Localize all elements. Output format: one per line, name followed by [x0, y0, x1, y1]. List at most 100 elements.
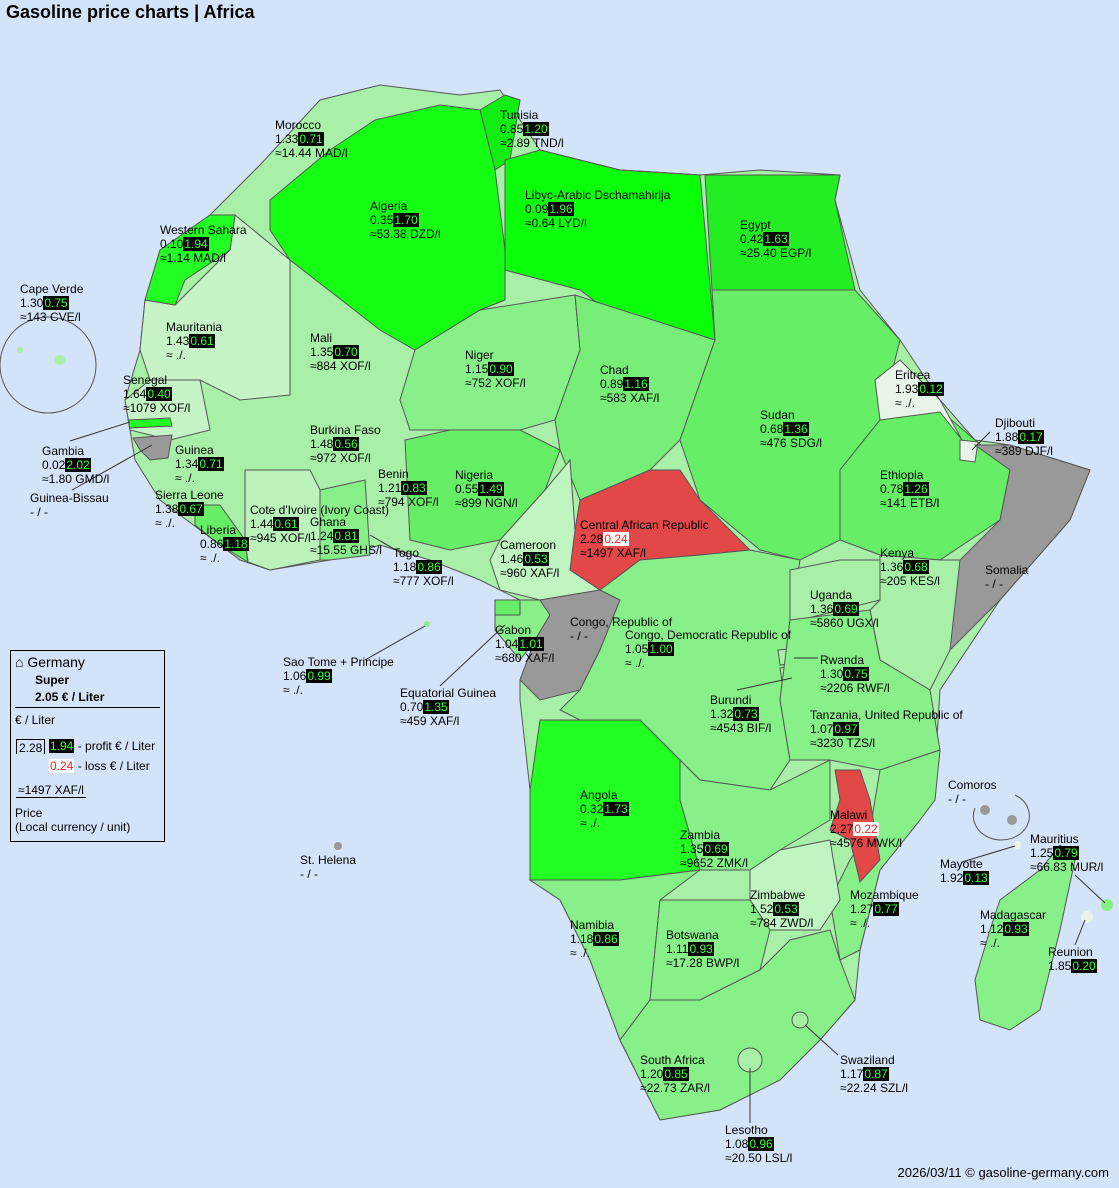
country-label-angola: Angola 0.321.73 ≈ ./.: [580, 788, 629, 830]
price-eur: 0.10: [160, 237, 184, 251]
price-eur: 1.17: [840, 1067, 864, 1081]
legend-loss-row: 0.24 - loss € / Liter: [49, 759, 150, 773]
profit-value: 0.68: [903, 560, 929, 574]
country-name: Sao Tome + Principe: [283, 655, 394, 669]
country-name: Liberia: [200, 523, 237, 537]
no-data: - / -: [300, 867, 318, 881]
country-name: Senegal: [123, 373, 168, 387]
legend-unit-label: € / Liter: [15, 713, 56, 727]
profit-value: 1.49: [478, 482, 504, 496]
country-name: Algeria: [370, 199, 408, 213]
country-name: Cote d'Ivoire (Ivory Coast): [250, 503, 390, 517]
country-name: Libyc-Arabic Dschamahirija: [525, 188, 671, 202]
country-label-zimbabwe: Zimbabwe 1.520.53 ≈784 ZWD/l: [750, 888, 813, 930]
country-label-congo-democratic-republic-of: Congo, Democratic Republic of 1.051.00 ≈ .…: [625, 628, 791, 670]
local-price: ≈ ./.: [155, 516, 175, 530]
local-price: ≈ ./.: [570, 946, 590, 960]
price-eur: 1.24: [310, 529, 334, 543]
country-label-nigeria: Nigeria 0.551.49 ≈899 NGN/l: [455, 468, 518, 510]
profit-value: 1.63: [763, 232, 789, 246]
profit-value: 0.93: [688, 942, 714, 956]
country-name: Madagascar: [980, 908, 1047, 922]
country-label-liberia: Liberia 0.861.18 ≈ ./.: [200, 523, 249, 565]
country-label-malawi: Malawi 2.270.22 ≈4576 MWK/l: [830, 808, 902, 850]
local-price: ≈945 XOF/l: [250, 531, 311, 545]
country-guinea-bissau: [132, 434, 173, 461]
country-name: Equatorial Guinea: [400, 686, 497, 700]
profit-value: 1.70: [393, 213, 419, 227]
local-price: ≈17.28 BWP/l: [666, 956, 740, 970]
country-label-somalia: Somalia - / -: [985, 563, 1028, 591]
price-eur: 1.21: [378, 481, 402, 495]
local-price: ≈ ./.: [283, 683, 303, 697]
price-row: 0.891.16: [600, 377, 659, 391]
country-name: Kenya: [880, 546, 915, 560]
price-row: 1.920.13: [940, 871, 989, 885]
local-price: ≈972 XOF/l: [310, 451, 371, 465]
local-price: ≈ ./.: [175, 471, 195, 485]
legend-example-profit: 1.94: [49, 739, 75, 753]
price-row: 1.480.56: [310, 437, 381, 451]
price-eur: 1.30: [820, 667, 844, 681]
local-price: ≈1.80 GMD/l: [42, 472, 110, 486]
country-label-libyc-arabic-dschamahirija: Libyc-Arabic Dschamahirija 0.091.96 ≈0.64 …: [525, 188, 670, 230]
profit-value: 0.83: [401, 481, 427, 495]
price-eur: 0.09: [525, 202, 549, 216]
country-name: Burkina Faso: [310, 423, 381, 437]
local-price: ≈899 NGN/l: [455, 496, 518, 510]
price-row: 1.210.83: [378, 481, 439, 495]
local-price: ≈ ./.: [625, 656, 645, 670]
price-eur: 0.78: [880, 482, 904, 496]
local-price: ≈66.83 MUR/l: [1030, 860, 1104, 874]
profit-value: 1.96: [548, 202, 574, 216]
country-name: Congo, Democratic Republic of: [625, 628, 792, 642]
local-price: ≈25.40 EGP/l: [740, 246, 812, 260]
profit-value: 0.85: [663, 1067, 689, 1081]
price-row: 1.360.68: [880, 560, 940, 574]
country-name: South Africa: [640, 1053, 705, 1067]
price-row: 0.681.36: [760, 422, 822, 436]
price-eur: 1.11: [666, 942, 689, 956]
price-eur: 0.02: [42, 458, 66, 472]
price-eur: 1.38: [155, 502, 179, 516]
country-label-egypt: Egypt 0.421.63 ≈25.40 EGP/l: [740, 218, 811, 260]
country-label-senegal: Senegal 1.640.40 ≈1079 XOF/l: [123, 373, 190, 415]
local-price: ≈680 XAF/l: [495, 651, 555, 665]
country-label-chad: Chad 0.891.16 ≈583 XAF/l: [600, 363, 659, 405]
country-label-gabon: Gabon 1.041.01 ≈680 XAF/l: [495, 623, 554, 665]
price-row: 1.350.69: [680, 842, 748, 856]
no-data: - / -: [948, 792, 966, 806]
price-eur: 1.36: [880, 560, 904, 574]
profit-value: 0.69: [703, 842, 729, 856]
country-label-guinea-bissau: Guinea-Bissau - / -: [30, 491, 109, 519]
price-eur: 1.52: [750, 902, 774, 916]
price-row: 0.781.26: [880, 482, 939, 496]
island-st-helena: [334, 842, 342, 850]
price-eur: 1.93: [895, 382, 919, 396]
legend-reference-price: 2.05 € / Liter: [35, 690, 105, 704]
price-row: 1.850.20: [1048, 959, 1097, 973]
price-row: 1.041.01: [495, 637, 554, 651]
price-row: 0.701.35: [400, 700, 496, 714]
price-eur: 2.27: [830, 822, 854, 836]
price-eur: 1.25: [1030, 846, 1054, 860]
local-price: ≈ ./.: [200, 551, 220, 565]
country-name: Lesotho: [725, 1123, 768, 1137]
country-name: Rwanda: [820, 653, 865, 667]
local-price: ≈9652 ZMK/l: [680, 856, 748, 870]
country-name: Zambia: [680, 828, 721, 842]
country-name: Sudan: [760, 408, 795, 422]
local-price: ≈3230 TZS/l: [810, 736, 876, 750]
no-data: - / -: [30, 505, 48, 519]
no-data: - / -: [985, 577, 1003, 591]
local-price: ≈53.38 DZD/l: [370, 227, 441, 241]
local-price: ≈1.14 MAD/l: [160, 251, 226, 265]
country-name: Cape Verde: [20, 282, 84, 296]
country-label-south-africa: South Africa 1.200.85 ≈22.73 ZAR/l: [640, 1053, 710, 1095]
local-price: ≈777 XOF/l: [393, 574, 454, 588]
country-label-tanzania-united-republic-of: Tanzania, United Republic of 1.070.97 ≈323…: [810, 708, 963, 750]
price-row: 0.351.70: [370, 213, 441, 227]
country-name: Ghana: [310, 515, 347, 529]
price-eur: 2.28: [580, 532, 604, 546]
